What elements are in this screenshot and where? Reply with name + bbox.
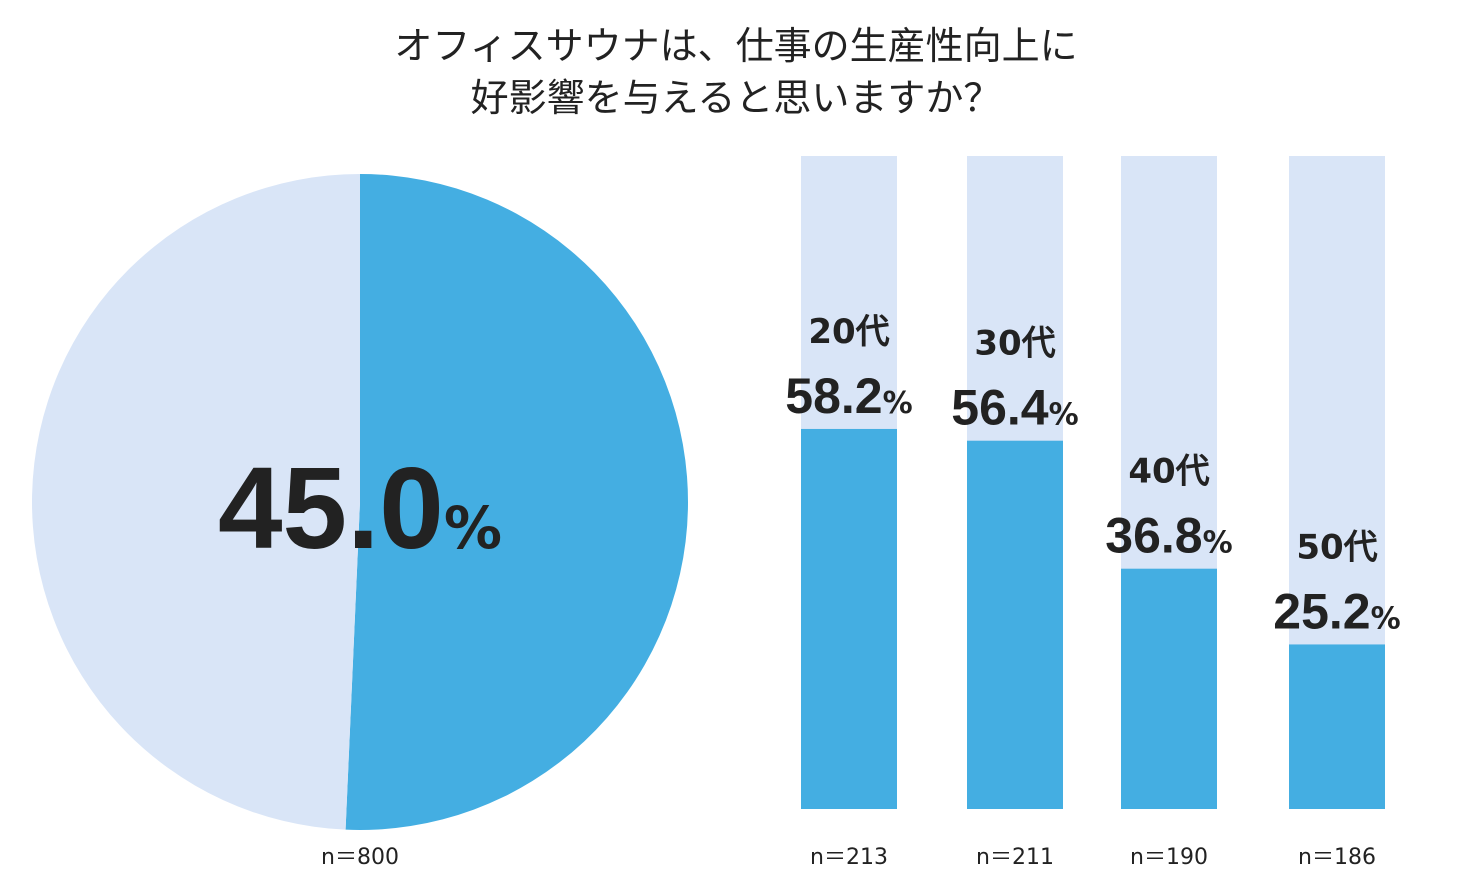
bar-category-label: 50代 [1296,527,1377,567]
bar-value-number: 56.4 [951,380,1049,436]
bar-value-unit: % [1371,601,1401,636]
bar-value-label: 58.2% [785,368,912,424]
bar-category-label: 20代 [808,312,889,352]
bar-value-unit: % [1049,398,1079,433]
pie-center-label: 45.0% [218,443,502,573]
bar-value-unit: % [883,386,913,421]
bar-value-number: 58.2 [785,368,882,424]
bar-value-label: 56.4% [951,380,1078,436]
pie-slice-1 [345,174,688,830]
bar-value-number: 36.8 [1105,508,1202,564]
pie-center-value: 45.0 [218,443,444,573]
bar-sample-size: n＝213 [810,845,888,870]
bar-category-label: 40代 [1128,452,1209,492]
bar-category-label: 30代 [974,324,1055,364]
pie-sample-size: n＝800 [321,845,399,870]
chart-title-line-1: オフィスサウナは、仕事の生産性向上に [394,24,1078,68]
bar-sample-size: n＝190 [1130,845,1208,870]
bar-value-label: 25.2% [1273,583,1400,639]
bar-sample-size: n＝211 [976,845,1054,870]
pie-center-unit: % [444,494,502,562]
bar-value-number: 25.2 [1273,583,1370,639]
bar-fill-4 [1289,644,1385,809]
pie-slice-2 [31,174,361,830]
bar-sample-size: n＝186 [1298,845,1376,870]
bar-value-label: 36.8% [1105,508,1232,564]
chart-title-line-2: 好影響を与えると思いますか？ [470,76,1002,120]
bar-value-unit: % [1203,526,1233,561]
bar-fill-2 [967,440,1063,809]
bar-fill-1 [801,428,897,809]
chart-title: オフィスサウナは、仕事の生産性向上に 好影響を与えると思いますか？ [0,20,1472,124]
bar-fill-3 [1121,568,1217,809]
